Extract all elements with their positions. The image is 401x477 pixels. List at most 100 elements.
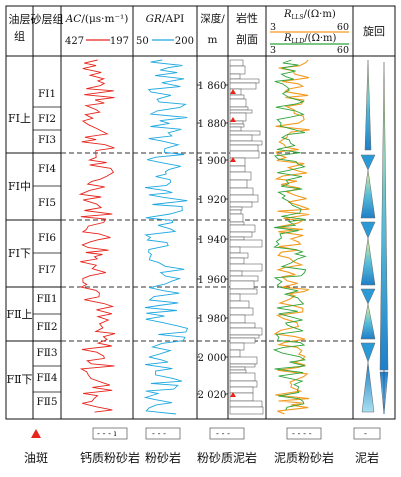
cycle-triangle — [360, 342, 376, 363]
lithology-bed — [229, 257, 245, 265]
svg-text:- - -: - - - — [216, 429, 230, 439]
formation-label: FⅠ中 — [8, 180, 31, 193]
argillaceous-siltstone-pattern — [286, 427, 322, 440]
sand-group-label: FⅡ4 — [36, 372, 57, 384]
lithology-bed — [229, 150, 260, 159]
lithology-header-1: 岩性 — [236, 11, 258, 25]
cycle-triangle — [360, 169, 376, 219]
lld-right-value: 60 — [337, 45, 349, 56]
lls-header-label: RLLS/(Ω·m) — [283, 9, 336, 21]
formation-label: FⅡ下 — [6, 373, 32, 386]
lld-header-label: RLLD/(Ω·m) — [283, 33, 337, 45]
lithology-bed — [229, 94, 245, 100]
lithology-bed — [229, 406, 264, 415]
formation-group-header-2: 组 — [14, 29, 25, 43]
formation-label: FⅡ上 — [6, 308, 32, 321]
lithology-bed — [229, 334, 260, 339]
calcareous-siltstone-pattern — [92, 427, 128, 440]
lls-curve — [273, 59, 310, 415]
sand-group-label: FⅡ3 — [36, 347, 57, 359]
lithology-bed — [229, 73, 241, 80]
lithology-bed — [229, 239, 263, 248]
cycle-header: 旋回 — [363, 24, 385, 38]
lithology-bed — [229, 109, 253, 114]
lithology-bed — [229, 366, 246, 371]
oil-spot-icon — [230, 117, 236, 122]
sand-group-label: FⅠ4 — [38, 163, 56, 175]
ac-right-value: 197 — [110, 36, 129, 47]
lithology-bed — [229, 293, 241, 302]
sand-group-label: FⅡ5 — [36, 396, 57, 408]
svg-text:-: - — [364, 429, 367, 439]
lithology-bed — [229, 246, 241, 254]
gr-curve — [143, 59, 189, 415]
lithology-bed — [229, 106, 249, 111]
lithology-bed — [229, 130, 261, 136]
lithology-bed — [229, 221, 245, 226]
lithology-bed — [229, 342, 245, 351]
lithology-bed — [229, 300, 250, 309]
oil-spot-icon — [230, 157, 236, 162]
lithology-bed — [229, 209, 242, 215]
sand-group-label: FⅠ6 — [38, 232, 56, 244]
legend: - - - ı - - - - - - - - - - - 油斑 钙质粉砂岩 粉… — [24, 427, 381, 465]
ac-header-label: AC/(μs·m⁻¹) — [65, 13, 129, 25]
cycle-triangle-long — [379, 61, 389, 371]
lithology-bed — [229, 307, 254, 316]
lithology-bed — [229, 224, 256, 233]
legend-label: 泥岩 — [355, 450, 379, 465]
legend-label: 油斑 — [24, 451, 48, 465]
sand-group-label: FⅠ7 — [38, 264, 56, 276]
lithology-bed — [229, 327, 263, 336]
svg-text:- - - -: - - - - — [292, 429, 312, 439]
lithology-bed — [229, 98, 247, 108]
lithology-header-2: 剖面 — [236, 32, 258, 46]
lithology-bed — [229, 236, 245, 241]
formation-label: FⅠ上 — [8, 112, 31, 125]
legend-label: 粉砂岩 — [145, 450, 181, 465]
sand-group-label: FⅠ5 — [38, 197, 56, 209]
ac-curve — [78, 59, 116, 413]
lithology-bed — [229, 78, 260, 84]
gr-header-label: GR/API — [146, 13, 185, 25]
lithology-bed — [229, 337, 256, 344]
legend-label: 粉砂质泥岩 — [197, 450, 257, 465]
lithology-bed — [229, 201, 253, 208]
svg-text:- - - ı: - - - ı — [97, 429, 117, 439]
lld-left-value: 3 — [270, 45, 276, 56]
formation-label: FⅠ下 — [8, 247, 31, 260]
depth-tick: 2 020 — [198, 390, 227, 401]
ac-left-value: 427 — [65, 36, 84, 47]
cycle-triangle — [360, 303, 376, 340]
lithology-bed — [229, 179, 248, 189]
cycle-triangle — [360, 221, 376, 239]
cycle-triangle — [361, 361, 375, 413]
cycle-triangle — [360, 237, 376, 286]
cycle-triangle — [360, 288, 376, 305]
siltstone-pattern — [145, 427, 181, 440]
lithology-bed — [229, 231, 253, 238]
legend-label: 泥质粉砂岩 — [274, 450, 334, 465]
depth-header-2: m — [208, 34, 218, 46]
depth-tick: 1 940 — [198, 235, 227, 246]
lithology-bed — [229, 400, 263, 408]
oil-spot-icon — [230, 392, 236, 397]
sand-group-label: FⅡ2 — [36, 321, 57, 333]
depth-tick: 1 920 — [198, 195, 227, 206]
cycle-triangle — [360, 154, 376, 171]
depth-tick: 1 860 — [198, 81, 227, 92]
lithology-bed — [229, 314, 246, 324]
legend-label: 钙质粉砂岩 — [80, 450, 140, 465]
lithology-bed — [229, 288, 258, 295]
depth-tick: 1 900 — [198, 156, 227, 167]
lithology-bed — [229, 322, 256, 329]
lithology-bed — [229, 280, 255, 290]
lithology-column — [229, 59, 264, 415]
cycle-triangle — [364, 59, 372, 151]
lithology-bed — [229, 59, 244, 67]
lithology-bed — [229, 270, 243, 277]
lithology-bed — [229, 187, 254, 196]
lithology-bed — [229, 165, 246, 173]
lithology-bed — [229, 194, 259, 203]
